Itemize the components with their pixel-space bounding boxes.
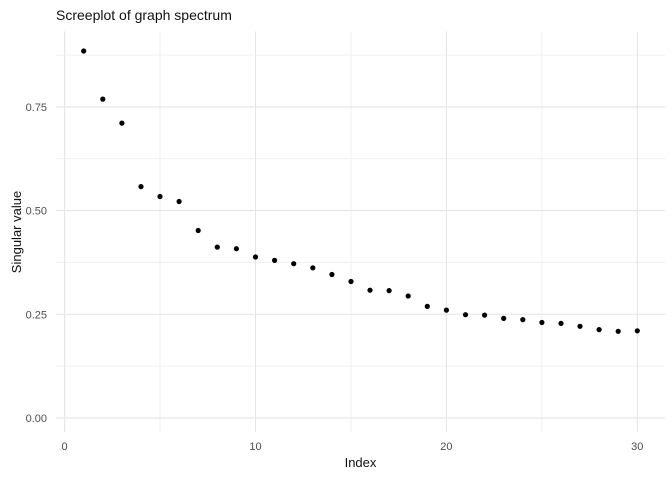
x-tick-label: 20 xyxy=(440,441,452,453)
data-point xyxy=(520,317,526,323)
data-point xyxy=(558,320,564,326)
data-point xyxy=(157,193,163,200)
data-point xyxy=(291,261,297,267)
data-point xyxy=(233,246,239,252)
data-point xyxy=(596,327,602,333)
chart-title: Screeplot of graph spectrum xyxy=(56,7,232,23)
data-point xyxy=(195,227,201,234)
data-point xyxy=(539,319,545,326)
data-point xyxy=(405,293,411,299)
x-axis-title: Index xyxy=(345,455,377,470)
major-gridlines xyxy=(56,31,665,432)
data-point xyxy=(386,288,392,294)
data-point xyxy=(501,315,507,321)
x-tick-label: 30 xyxy=(631,441,643,453)
data-point xyxy=(329,271,335,278)
data-point xyxy=(100,96,106,102)
data-point xyxy=(310,265,316,271)
y-axis-tick-labels: 0.00 0.25 0.50 0.75 xyxy=(26,102,47,425)
data-point xyxy=(252,254,259,260)
x-axis-tick-labels: 0 10 20 30 xyxy=(62,441,644,453)
data-point xyxy=(81,48,87,54)
data-point xyxy=(119,120,125,126)
data-point xyxy=(462,312,469,318)
y-tick-label: 0.25 xyxy=(26,309,47,321)
x-tick-label: 0 xyxy=(62,441,68,453)
x-tick-label: 10 xyxy=(249,441,261,453)
data-point xyxy=(615,328,621,334)
data-point xyxy=(443,307,449,313)
data-point xyxy=(482,312,488,318)
y-tick-label: 0.50 xyxy=(26,206,47,218)
data-point xyxy=(634,328,640,334)
data-point xyxy=(138,184,144,190)
scatter-points xyxy=(81,48,640,334)
y-tick-label: 0.75 xyxy=(26,102,47,114)
data-point xyxy=(577,323,583,329)
minor-gridlines xyxy=(56,31,665,432)
data-point xyxy=(367,287,373,293)
data-point xyxy=(348,278,354,285)
data-point xyxy=(214,244,220,250)
data-point xyxy=(176,198,182,205)
data-point xyxy=(424,303,430,309)
y-tick-label: 0.00 xyxy=(26,413,47,425)
data-point xyxy=(272,257,278,263)
y-axis-title: Singular value xyxy=(9,191,24,273)
